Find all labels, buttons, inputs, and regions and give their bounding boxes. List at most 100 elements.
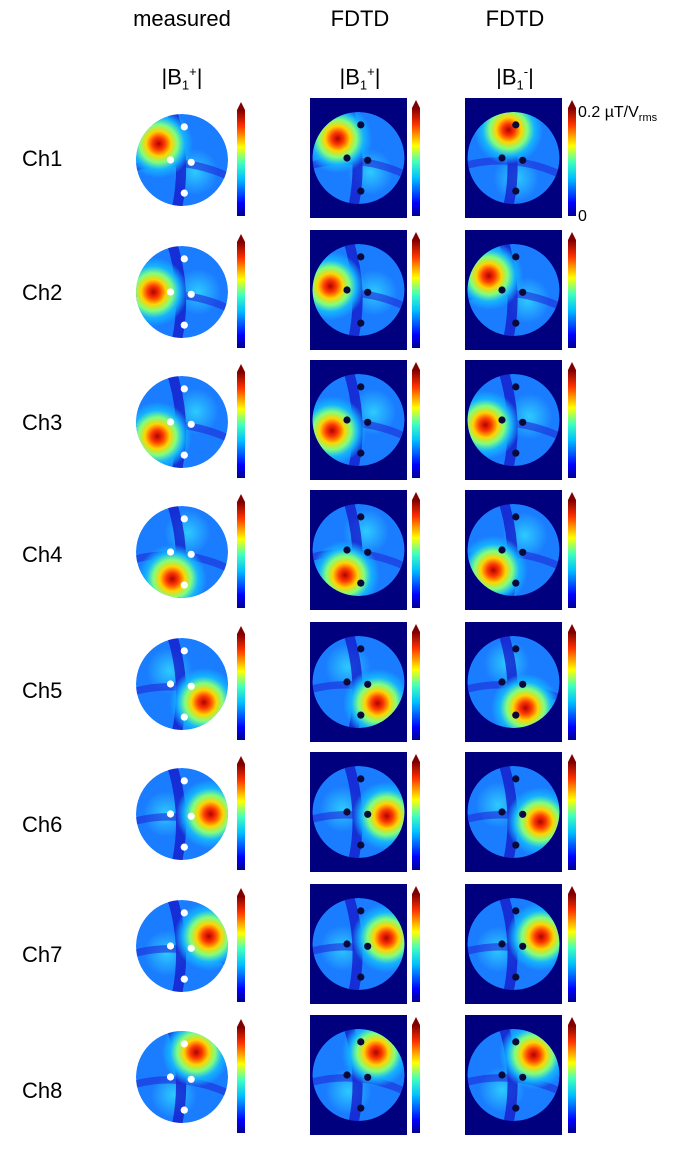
marker-point xyxy=(357,973,365,981)
colorbar xyxy=(237,1019,245,1133)
column-header-fdtd-b1plus: FDTD xyxy=(330,6,390,31)
field-map xyxy=(136,506,228,598)
row-label-ch4: Ch4 xyxy=(22,542,63,567)
marker-point xyxy=(519,680,527,688)
measured-map-ch3 xyxy=(136,376,228,468)
fdtd-b1plus-map-ch7 xyxy=(310,884,407,1004)
colorbar-min-label: 0 xyxy=(578,208,587,225)
marker-point xyxy=(180,713,188,721)
marker-point xyxy=(180,909,188,917)
marker-point xyxy=(519,156,527,164)
colorbar xyxy=(568,624,576,740)
marker-point xyxy=(519,288,527,296)
marker-point xyxy=(357,121,365,129)
measured-map-ch5 xyxy=(136,638,228,730)
marker-point xyxy=(357,775,365,783)
fdtd-b1plus-map-ch4 xyxy=(310,490,407,610)
field-map xyxy=(136,1031,228,1123)
measured-map-ch1 xyxy=(136,114,228,206)
fdtd-b1plus-map-ch8 xyxy=(310,1015,407,1135)
marker-point xyxy=(166,680,175,688)
marker-point xyxy=(512,711,520,719)
field-map xyxy=(467,504,560,596)
colorbar xyxy=(412,492,420,608)
row-label-ch8: Ch8 xyxy=(22,1078,63,1103)
marker-point xyxy=(357,1104,365,1112)
marker-point xyxy=(364,680,372,688)
marker-point xyxy=(180,189,188,197)
marker-point xyxy=(180,451,188,459)
field-map xyxy=(467,898,560,990)
colorbar xyxy=(237,364,245,478)
colorbar xyxy=(237,234,245,348)
marker-point xyxy=(512,841,520,849)
quantity-label-fdtd-b1minus: |B1-| xyxy=(496,64,534,93)
field-map xyxy=(136,638,228,730)
marker-point xyxy=(512,319,520,327)
row-label-ch5: Ch5 xyxy=(22,678,63,703)
field-map xyxy=(312,1029,405,1121)
measured-map-ch4 xyxy=(136,506,228,598)
marker-point xyxy=(180,777,188,785)
marker-point xyxy=(512,645,520,653)
marker-point xyxy=(343,808,351,816)
colorbar xyxy=(568,1017,576,1133)
field-map xyxy=(312,898,405,990)
measured-map-ch8 xyxy=(136,1031,228,1123)
field-map xyxy=(312,244,405,336)
field-map xyxy=(312,766,405,858)
marker-point xyxy=(357,579,365,587)
marker-point xyxy=(498,546,506,554)
marker-point xyxy=(364,942,372,950)
field-map xyxy=(312,504,405,596)
marker-point xyxy=(187,550,195,558)
marker-point xyxy=(166,942,175,950)
field-map xyxy=(136,900,228,992)
marker-point xyxy=(364,418,372,426)
marker-point xyxy=(343,286,351,294)
marker-point xyxy=(187,944,195,952)
colorbar xyxy=(568,492,576,608)
marker-point xyxy=(512,253,520,261)
marker-point xyxy=(343,416,351,424)
field-map xyxy=(467,244,560,336)
marker-point xyxy=(180,123,188,131)
marker-point xyxy=(498,808,506,816)
marker-point xyxy=(498,678,506,686)
marker-point xyxy=(187,812,195,820)
fdtd-b1minus-map-ch8 xyxy=(465,1015,562,1135)
marker-point xyxy=(187,158,195,166)
marker-point xyxy=(180,581,188,589)
field-map xyxy=(312,112,405,204)
fdtd-b1minus-map-ch1 xyxy=(465,98,562,218)
marker-point xyxy=(512,973,520,981)
marker-point xyxy=(498,1071,506,1079)
marker-point xyxy=(180,1106,188,1114)
marker-point xyxy=(357,1038,365,1046)
marker-point xyxy=(498,286,506,294)
marker-point xyxy=(343,678,351,686)
quantity-label-fdtd-b1plus: |B1+| xyxy=(339,64,381,93)
field-map xyxy=(467,1029,560,1121)
marker-point xyxy=(343,1071,351,1079)
marker-point xyxy=(519,1073,527,1081)
colorbar xyxy=(412,624,420,740)
colorbar xyxy=(568,232,576,348)
colorbar xyxy=(237,888,245,1002)
row-label-ch1: Ch1 xyxy=(22,146,63,171)
field-map xyxy=(136,376,228,468)
colorbar-max-label: 0.2 µT/Vrms xyxy=(578,104,658,125)
marker-point xyxy=(180,321,188,329)
marker-point xyxy=(364,810,372,818)
marker-point xyxy=(357,513,365,521)
colorbar xyxy=(568,754,576,870)
marker-point xyxy=(187,682,195,690)
marker-point xyxy=(180,385,188,393)
row-label-ch2: Ch2 xyxy=(22,280,63,305)
fdtd-b1minus-map-ch4 xyxy=(465,490,562,610)
marker-point xyxy=(180,515,188,523)
marker-point xyxy=(364,288,372,296)
colorbar xyxy=(237,756,245,870)
fdtd-b1plus-map-ch6 xyxy=(310,752,407,872)
measured-map-ch7 xyxy=(136,900,228,992)
